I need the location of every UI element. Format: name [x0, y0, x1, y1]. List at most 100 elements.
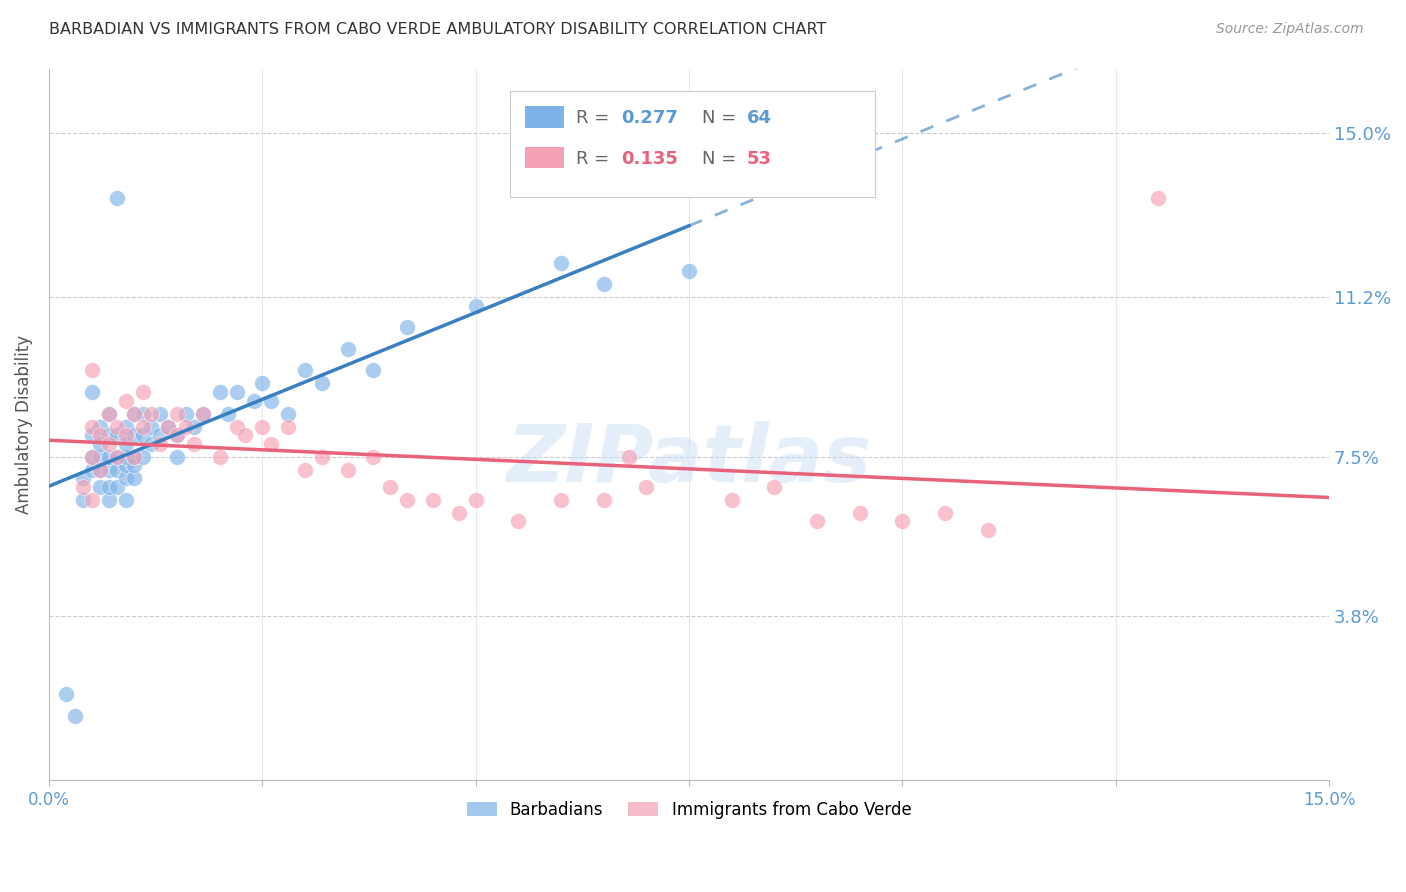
Point: [124, 407, 146, 421]
Text: 0.135: 0.135: [621, 151, 678, 169]
Text: Source: ZipAtlas.com: Source: ZipAtlas.com: [1216, 22, 1364, 37]
Legend: Barbadians, Immigrants from Cabo Verde: Barbadians, Immigrants from Cabo Verde: [460, 794, 918, 825]
Text: N =: N =: [702, 109, 742, 127]
Point: [124, 458, 146, 473]
Point: [592, 492, 614, 507]
Point: [277, 419, 299, 434]
Point: [217, 407, 239, 421]
Point: [848, 506, 870, 520]
Point: [72, 471, 94, 485]
Point: [141, 419, 163, 434]
Point: [806, 515, 828, 529]
Point: [72, 480, 94, 494]
Point: [336, 463, 359, 477]
Point: [166, 428, 188, 442]
Point: [97, 480, 120, 494]
Point: [183, 419, 205, 434]
Point: [80, 492, 103, 507]
Point: [105, 428, 128, 442]
Point: [174, 419, 197, 434]
Text: N =: N =: [702, 151, 742, 169]
Point: [311, 450, 333, 464]
Point: [105, 463, 128, 477]
Point: [124, 450, 146, 464]
Point: [149, 407, 172, 421]
Point: [89, 463, 111, 477]
Point: [97, 437, 120, 451]
Point: [114, 428, 136, 442]
Text: BARBADIAN VS IMMIGRANTS FROM CABO VERDE AMBULATORY DISABILITY CORRELATION CHART: BARBADIAN VS IMMIGRANTS FROM CABO VERDE …: [49, 22, 827, 37]
Point: [361, 363, 384, 377]
Point: [97, 428, 120, 442]
Point: [97, 450, 120, 464]
Point: [550, 492, 572, 507]
Point: [891, 515, 914, 529]
Point: [89, 437, 111, 451]
Point: [191, 407, 214, 421]
Point: [80, 450, 103, 464]
Point: [191, 407, 214, 421]
Point: [422, 492, 444, 507]
Point: [1147, 191, 1170, 205]
Point: [550, 255, 572, 269]
Point: [89, 428, 111, 442]
Point: [252, 419, 274, 434]
Point: [260, 393, 283, 408]
Point: [63, 708, 86, 723]
Point: [89, 463, 111, 477]
Text: R =: R =: [576, 151, 616, 169]
Text: 0.277: 0.277: [621, 109, 678, 127]
Point: [132, 385, 155, 400]
Point: [294, 463, 316, 477]
Point: [166, 450, 188, 464]
FancyBboxPatch shape: [526, 106, 564, 128]
Point: [114, 492, 136, 507]
Point: [619, 450, 641, 464]
Point: [132, 407, 155, 421]
Point: [166, 407, 188, 421]
Point: [464, 299, 486, 313]
Text: 53: 53: [747, 151, 772, 169]
Point: [678, 264, 700, 278]
Text: 64: 64: [747, 109, 772, 127]
Point: [166, 428, 188, 442]
Point: [105, 191, 128, 205]
Point: [124, 450, 146, 464]
Point: [97, 407, 120, 421]
Point: [114, 419, 136, 434]
Point: [80, 428, 103, 442]
Point: [80, 385, 103, 400]
Point: [361, 450, 384, 464]
Point: [97, 407, 120, 421]
Point: [80, 363, 103, 377]
Point: [225, 385, 247, 400]
Point: [72, 492, 94, 507]
Point: [124, 407, 146, 421]
Point: [105, 450, 128, 464]
Point: [233, 428, 256, 442]
Point: [105, 419, 128, 434]
FancyBboxPatch shape: [526, 147, 564, 169]
Point: [97, 492, 120, 507]
Point: [124, 471, 146, 485]
Point: [396, 492, 419, 507]
Point: [336, 342, 359, 356]
Point: [225, 419, 247, 434]
Point: [114, 437, 136, 451]
Point: [149, 428, 172, 442]
Point: [114, 471, 136, 485]
Point: [114, 450, 136, 464]
Point: [132, 419, 155, 434]
Point: [592, 277, 614, 292]
Point: [132, 450, 155, 464]
Point: [105, 450, 128, 464]
Point: [89, 450, 111, 464]
Point: [114, 458, 136, 473]
Point: [174, 407, 197, 421]
Point: [380, 480, 402, 494]
Point: [934, 506, 956, 520]
Point: [89, 480, 111, 494]
Point: [294, 363, 316, 377]
Point: [447, 506, 470, 520]
Point: [97, 463, 120, 477]
